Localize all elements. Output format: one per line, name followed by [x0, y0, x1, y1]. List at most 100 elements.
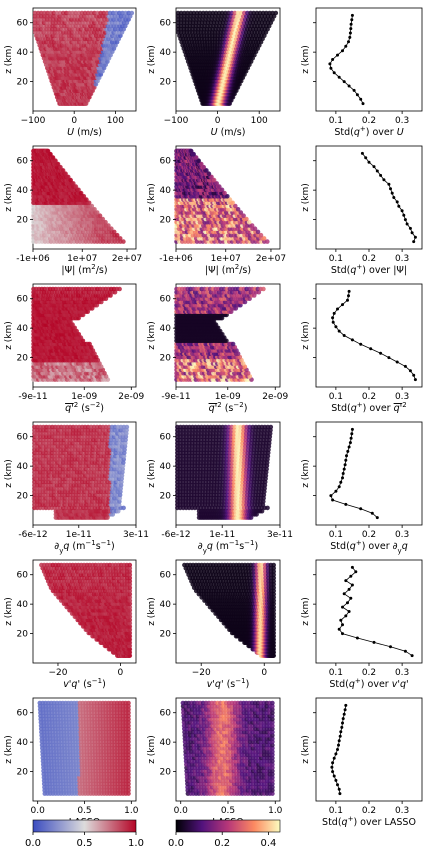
x-tick-label: 2e+07 [112, 254, 142, 264]
std-point [364, 156, 368, 160]
y-tick-label: 20 [17, 78, 29, 88]
y-axis-label: z (km) [147, 45, 157, 74]
y-tick-label: 60 [17, 19, 29, 29]
std-point [379, 173, 383, 177]
std-point [389, 187, 392, 191]
scatter-points [175, 10, 279, 106]
std-point [392, 196, 396, 199]
y-axis-label: z (km) [147, 183, 157, 212]
scatter-point [117, 286, 122, 292]
std-point [341, 49, 344, 53]
std-point [412, 240, 416, 244]
std-point [387, 182, 391, 186]
x-axis-label: q'2 (s−2) [65, 401, 104, 414]
std-point [410, 231, 414, 235]
std-point [355, 93, 359, 97]
std-point [397, 204, 401, 208]
x-tick-label: 2e+07 [256, 254, 286, 264]
scatter-point [117, 10, 122, 16]
x-tick-label: −100 [164, 116, 189, 126]
scatter-point [88, 10, 94, 16]
std-point [382, 178, 386, 182]
x-tick-label: 0.1 [329, 116, 343, 126]
std-point [349, 27, 353, 31]
std-point [361, 102, 365, 106]
x-tick-label: -1e+06 [16, 254, 50, 264]
y-tick-label: 20 [160, 216, 172, 226]
x-axis-label: U (m/s) [67, 127, 102, 138]
y-tick-label: 20 [17, 216, 29, 226]
std-point [347, 40, 350, 44]
std-point [329, 66, 333, 70]
x-tick-label: 0 [215, 116, 221, 126]
scatter-point [101, 10, 106, 16]
y-axis-label: z (km) [301, 45, 311, 74]
y-axis-label: z (km) [301, 183, 311, 212]
std-point [350, 13, 354, 17]
x-tick-label: 0.3 [395, 116, 409, 126]
std-point [400, 209, 404, 213]
y-axis-label: z (km) [4, 183, 14, 212]
x-tick-label: −100 [21, 116, 46, 126]
y-tick-label: 40 [17, 324, 29, 334]
y-tick-label: 60 [17, 295, 29, 305]
std-point [352, 88, 356, 92]
std-point [408, 226, 412, 230]
scatter-point [129, 10, 135, 16]
y-tick-label: 20 [160, 78, 172, 88]
std-point [405, 222, 409, 226]
std-point [367, 160, 371, 164]
std-point [349, 22, 353, 26]
std-point [328, 62, 332, 66]
std-point [403, 218, 407, 222]
std-point [359, 97, 363, 101]
scatter-point [188, 148, 194, 154]
scatter-point [73, 10, 78, 16]
std-point [332, 71, 336, 75]
scatter-point [57, 10, 63, 16]
x-tick-label: 0 [71, 116, 77, 126]
scatter-points [32, 10, 135, 106]
std-point [413, 235, 417, 239]
scatter-point [45, 148, 51, 154]
std-point [390, 191, 394, 195]
x-tick-label: 0.2 [362, 254, 376, 264]
scatter-point [45, 10, 50, 16]
x-tick-label: 2e-09 [118, 392, 144, 402]
std-point [402, 213, 406, 217]
std-point [360, 151, 364, 155]
x-tick-label: 0.3 [395, 254, 409, 264]
std-point [337, 75, 341, 79]
y-tick-label: 40 [17, 48, 29, 58]
y-tick-label: 60 [160, 19, 172, 29]
x-tick-label: -1e+06 [159, 254, 193, 264]
x-tick-label: 100 [251, 116, 268, 126]
y-tick-label: 40 [160, 186, 172, 196]
std-point [348, 31, 352, 35]
y-tick-label: 20 [17, 354, 29, 364]
std-point [350, 18, 354, 22]
y-tick-label: 40 [17, 186, 29, 196]
std-point [342, 80, 346, 84]
x-axis-label: Std(q+) over U [334, 125, 403, 138]
std-point [347, 84, 351, 88]
std-point [344, 44, 348, 48]
y-tick-label: 40 [160, 48, 172, 58]
scatter-point [87, 341, 92, 347]
x-axis-label: Std(q+) over |Ψ| [331, 263, 407, 276]
x-tick-label: -9e-11 [18, 392, 47, 402]
std-point [372, 165, 376, 169]
x-axis-label: |Ψ| (m2/s) [61, 263, 107, 276]
y-tick-label: 60 [17, 157, 29, 167]
y-axis-label: z (km) [4, 45, 14, 74]
x-axis-label: |Ψ| (m2/s) [205, 263, 251, 276]
